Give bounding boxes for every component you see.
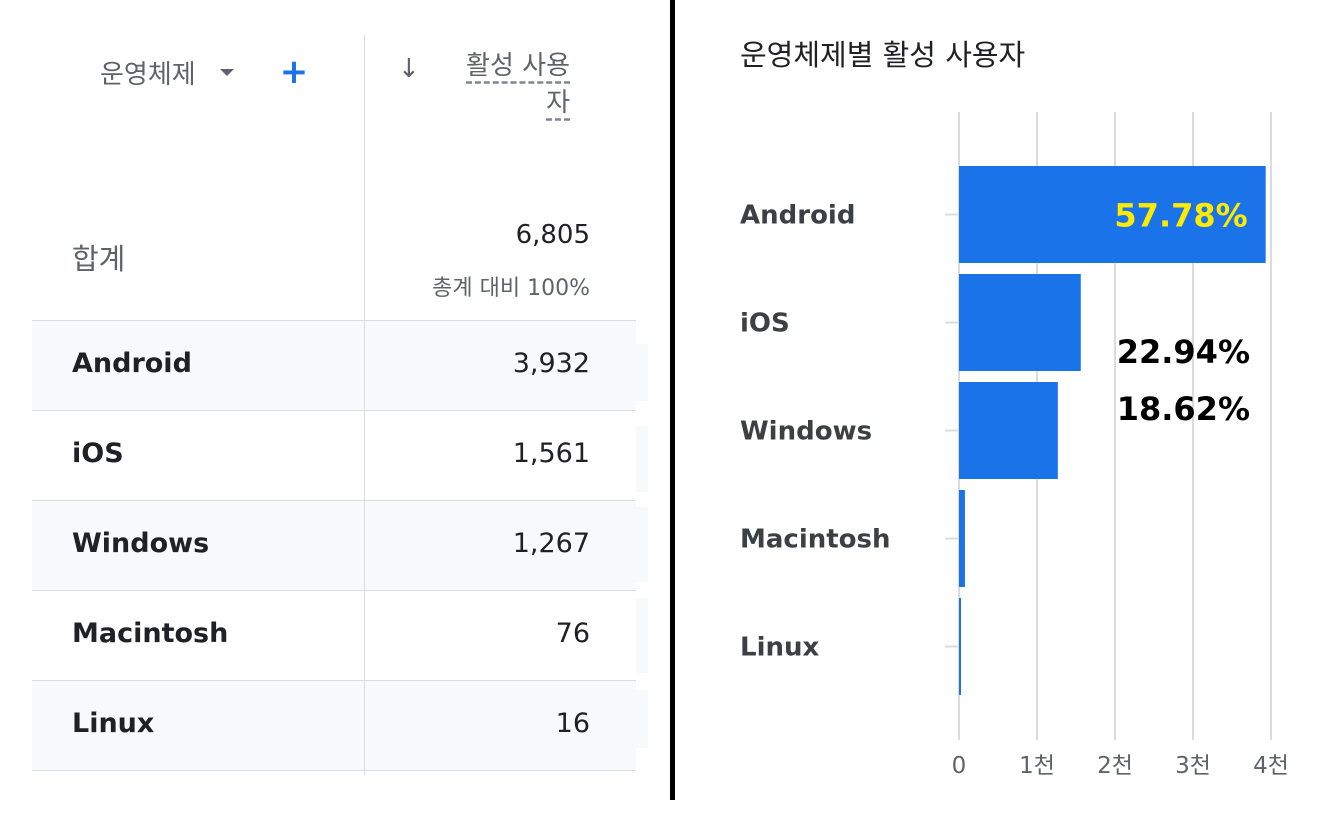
report-table: 운영체제 + ↓ 활성 사용자 합계 6,805 총계 대비 100% Andr…	[32, 35, 648, 775]
bar[interactable]	[959, 598, 961, 695]
x-tick-label: 2천	[1097, 753, 1133, 779]
bar[interactable]	[959, 490, 965, 587]
dimension-header[interactable]: 운영체제 +	[100, 52, 308, 92]
row-name: Windows	[72, 528, 210, 559]
row-value: 16	[555, 708, 590, 739]
x-tick-label: 0	[952, 753, 967, 779]
bar[interactable]	[959, 166, 1266, 263]
cell-divider	[364, 681, 365, 770]
cell-divider	[364, 591, 365, 680]
category-label: Macintosh	[740, 525, 891, 555]
bar-layer	[959, 166, 1266, 695]
row-value: 3,932	[512, 348, 590, 379]
metric-label[interactable]: 활성 사용자	[466, 51, 570, 118]
x-tick-label: 1천	[1019, 753, 1055, 779]
x-tick-label: 3천	[1175, 753, 1211, 779]
category-label: Windows	[740, 417, 872, 447]
row-name: iOS	[72, 438, 124, 469]
total-value: 6,805	[515, 220, 590, 250]
clipped-edge	[636, 426, 648, 492]
row-name: Macintosh	[72, 618, 229, 649]
row-value: 1,267	[512, 528, 590, 559]
sort-descending-icon[interactable]: ↓	[398, 54, 420, 84]
table-body: Android 3,932 iOS 1,561 Windows 1,267 Ma…	[32, 320, 636, 771]
table-row[interactable]: Macintosh 76	[32, 590, 636, 680]
table-row[interactable]: Linux 16	[32, 680, 636, 771]
bar[interactable]	[959, 382, 1058, 479]
chart-title: 운영체제별 활성 사용자	[740, 38, 1026, 72]
clipped-edge	[636, 598, 648, 673]
percent-label: 22.94%	[1117, 333, 1250, 371]
dimension-label: 운영체제	[100, 59, 196, 90]
bar[interactable]	[959, 274, 1081, 371]
bar-chart: 0 1천 2천 3천 4천 Android iOS Windows Macintosh Linux…	[740, 112, 1289, 780]
add-dimension-icon[interactable]: +	[279, 52, 309, 92]
panel-separator	[670, 0, 675, 800]
table-row[interactable]: iOS 1,561	[32, 410, 636, 500]
total-label: 합계	[72, 242, 126, 276]
clipped-edge	[636, 507, 648, 582]
percent-label: 57.78%	[1114, 197, 1247, 235]
table-row[interactable]: Windows 1,267	[32, 500, 636, 590]
x-tick-label: 4천	[1253, 753, 1289, 779]
dropdown-caret-icon[interactable]	[219, 68, 234, 76]
row-value: 76	[555, 618, 590, 649]
cell-divider	[364, 411, 365, 500]
table-row[interactable]: Android 3,932	[32, 320, 636, 410]
percent-label: 18.62%	[1117, 390, 1250, 428]
row-name: Android	[72, 348, 192, 379]
category-label: Android	[740, 201, 855, 231]
clipped-edge	[636, 344, 648, 401]
cell-divider	[364, 321, 365, 410]
label-layer: 0 1천 2천 3천 4천 Android iOS Windows Macintosh Linux…	[740, 197, 1289, 780]
total-percent: 총계 대비 100%	[432, 276, 590, 301]
clipped-edge	[636, 690, 648, 748]
row-value: 1,561	[512, 438, 590, 469]
cell-divider	[364, 501, 365, 590]
row-name: Linux	[72, 708, 155, 739]
metric-header[interactable]: ↓ 활성 사용자	[390, 48, 570, 138]
category-label: iOS	[740, 309, 790, 339]
category-label: Linux	[740, 633, 819, 663]
